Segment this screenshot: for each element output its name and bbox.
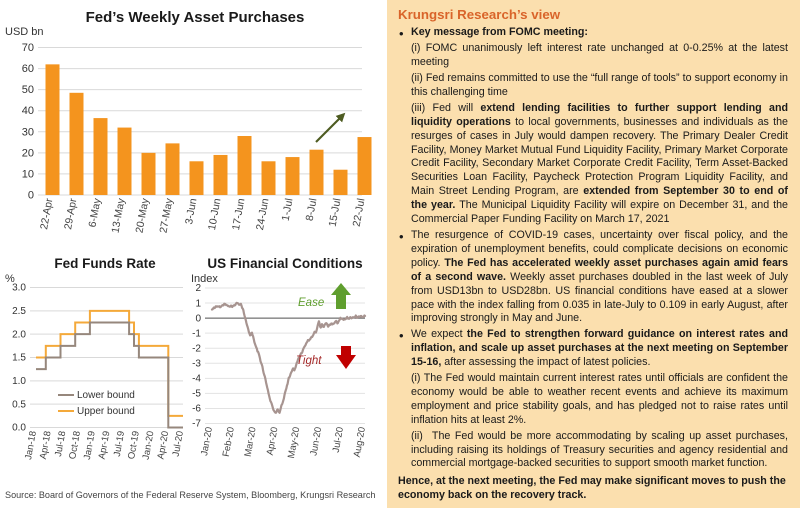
svg-text:20-May: 20-May [134, 197, 152, 234]
svg-text:22-Apr: 22-Apr [38, 197, 55, 231]
svg-text:1-Jul: 1-Jul [280, 197, 296, 222]
svg-text:Apr-20: Apr-20 [155, 430, 171, 460]
svg-text:15-Jul: 15-Jul [327, 197, 344, 227]
svg-text:2.0: 2.0 [12, 329, 26, 340]
svg-text:May-20: May-20 [286, 426, 302, 459]
svg-text:50: 50 [22, 84, 34, 96]
svg-text:30: 30 [22, 126, 34, 138]
svg-text:Jul-18: Jul-18 [53, 430, 68, 457]
svg-text:3.0: 3.0 [12, 283, 26, 294]
svg-text:Jan-19: Jan-19 [82, 430, 98, 461]
svg-text:10-Jun: 10-Jun [206, 197, 223, 231]
svg-text:Mar-20: Mar-20 [243, 426, 259, 458]
svg-text:6-May: 6-May [87, 197, 104, 229]
svg-text:Tight: Tight [296, 355, 322, 367]
svg-text:Fed’s Weekly Asset Purchases: Fed’s Weekly Asset Purchases [86, 9, 305, 26]
svg-text:Apr-19: Apr-19 [97, 430, 113, 460]
svg-text:Apr-18: Apr-18 [38, 430, 54, 460]
svg-text:60: 60 [22, 63, 34, 75]
svg-text:Fed Funds Rate: Fed Funds Rate [54, 256, 156, 271]
svg-text:20: 20 [22, 147, 34, 159]
svg-text:Ease: Ease [298, 297, 324, 309]
svg-text:US Financial Conditions: US Financial Conditions [207, 256, 362, 271]
svg-text:Feb-20: Feb-20 [221, 426, 237, 458]
svg-text:8-Jul: 8-Jul [304, 197, 320, 222]
svg-text:40: 40 [22, 105, 34, 117]
svg-text:17-Jun: 17-Jun [230, 197, 247, 231]
svg-text:USD bn: USD bn [5, 26, 44, 38]
svg-text:Jul-20: Jul-20 [171, 430, 186, 457]
svg-text:Aug-20: Aug-20 [352, 426, 368, 458]
svg-text:Lower bound: Lower bound [77, 390, 135, 401]
svg-text:27-May: 27-May [158, 197, 176, 234]
svg-text:Apr-20: Apr-20 [265, 426, 281, 456]
svg-text:Oct-18: Oct-18 [67, 430, 83, 460]
svg-text:Upper bound: Upper bound [77, 406, 135, 417]
svg-text:24-Jun: 24-Jun [254, 197, 271, 231]
svg-text:10: 10 [22, 168, 34, 180]
svg-text:22-Jul: 22-Jul [351, 197, 368, 227]
svg-text:1.0: 1.0 [12, 376, 26, 387]
svg-text:Jan-20: Jan-20 [141, 430, 157, 461]
svg-text:Oct-19: Oct-19 [126, 430, 142, 460]
svg-text:Jun-20: Jun-20 [308, 426, 324, 457]
svg-text:Jul-19: Jul-19 [112, 430, 127, 457]
svg-text:Jan-18: Jan-18 [23, 430, 39, 461]
svg-text:70: 70 [22, 42, 34, 54]
svg-text:Jul-20: Jul-20 [331, 426, 346, 453]
svg-text:0.0: 0.0 [12, 423, 26, 434]
svg-text:0.5: 0.5 [12, 399, 26, 410]
svg-text:2.5: 2.5 [12, 306, 26, 317]
svg-text:1.5: 1.5 [12, 353, 26, 364]
svg-text:29-Apr: 29-Apr [62, 197, 79, 231]
svg-text:0: 0 [28, 190, 34, 202]
svg-text:3-Jun: 3-Jun [183, 197, 199, 225]
svg-text:Jan-20: Jan-20 [199, 426, 215, 457]
svg-text:13-May: 13-May [110, 197, 128, 234]
